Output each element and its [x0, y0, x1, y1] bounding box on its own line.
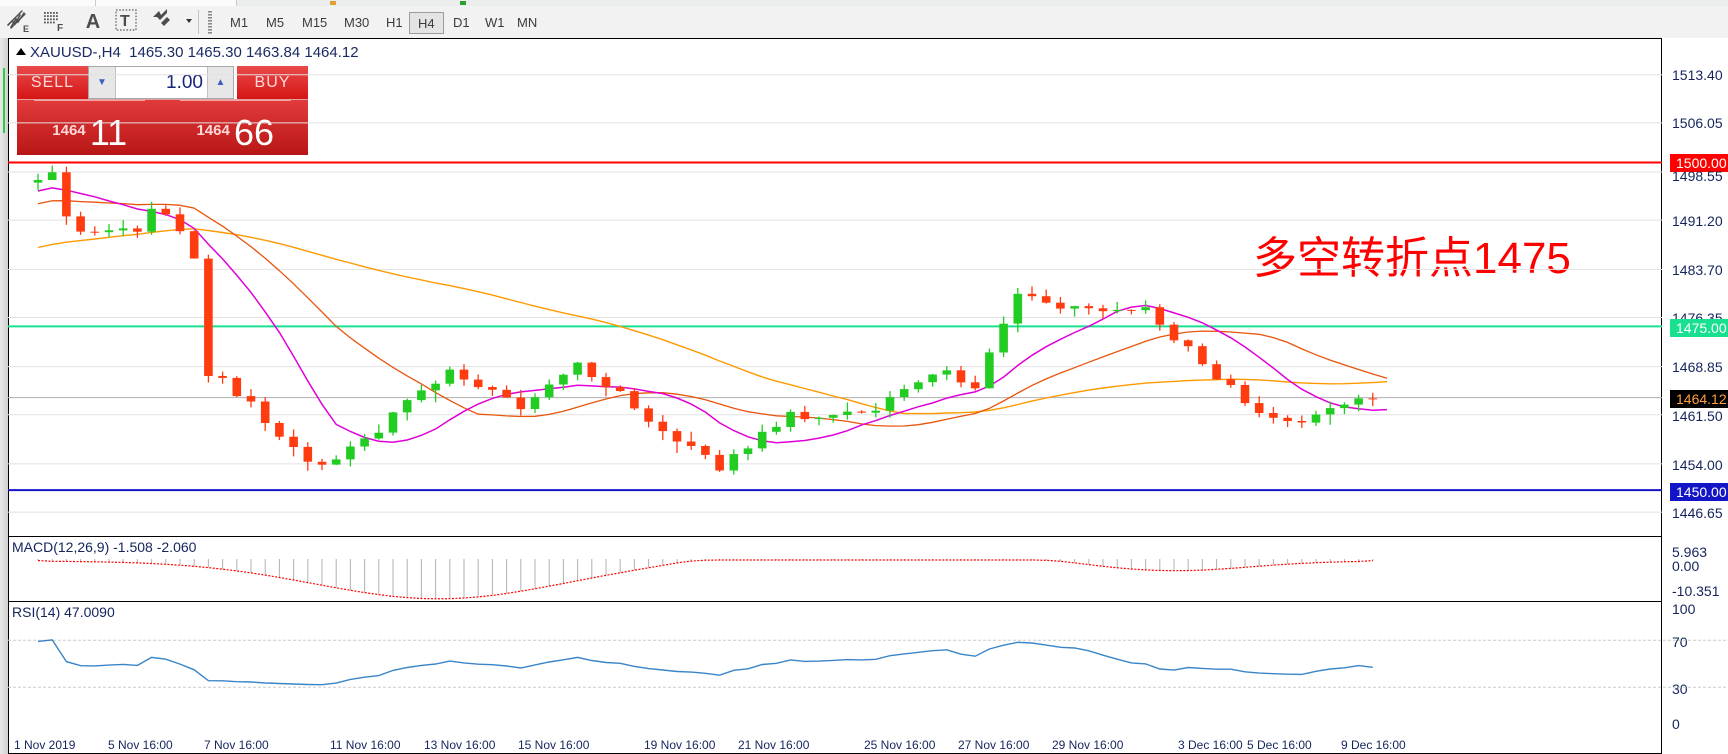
svg-text:T: T	[120, 13, 130, 30]
svg-text:F: F	[57, 23, 63, 34]
svg-text:E: E	[23, 24, 29, 34]
